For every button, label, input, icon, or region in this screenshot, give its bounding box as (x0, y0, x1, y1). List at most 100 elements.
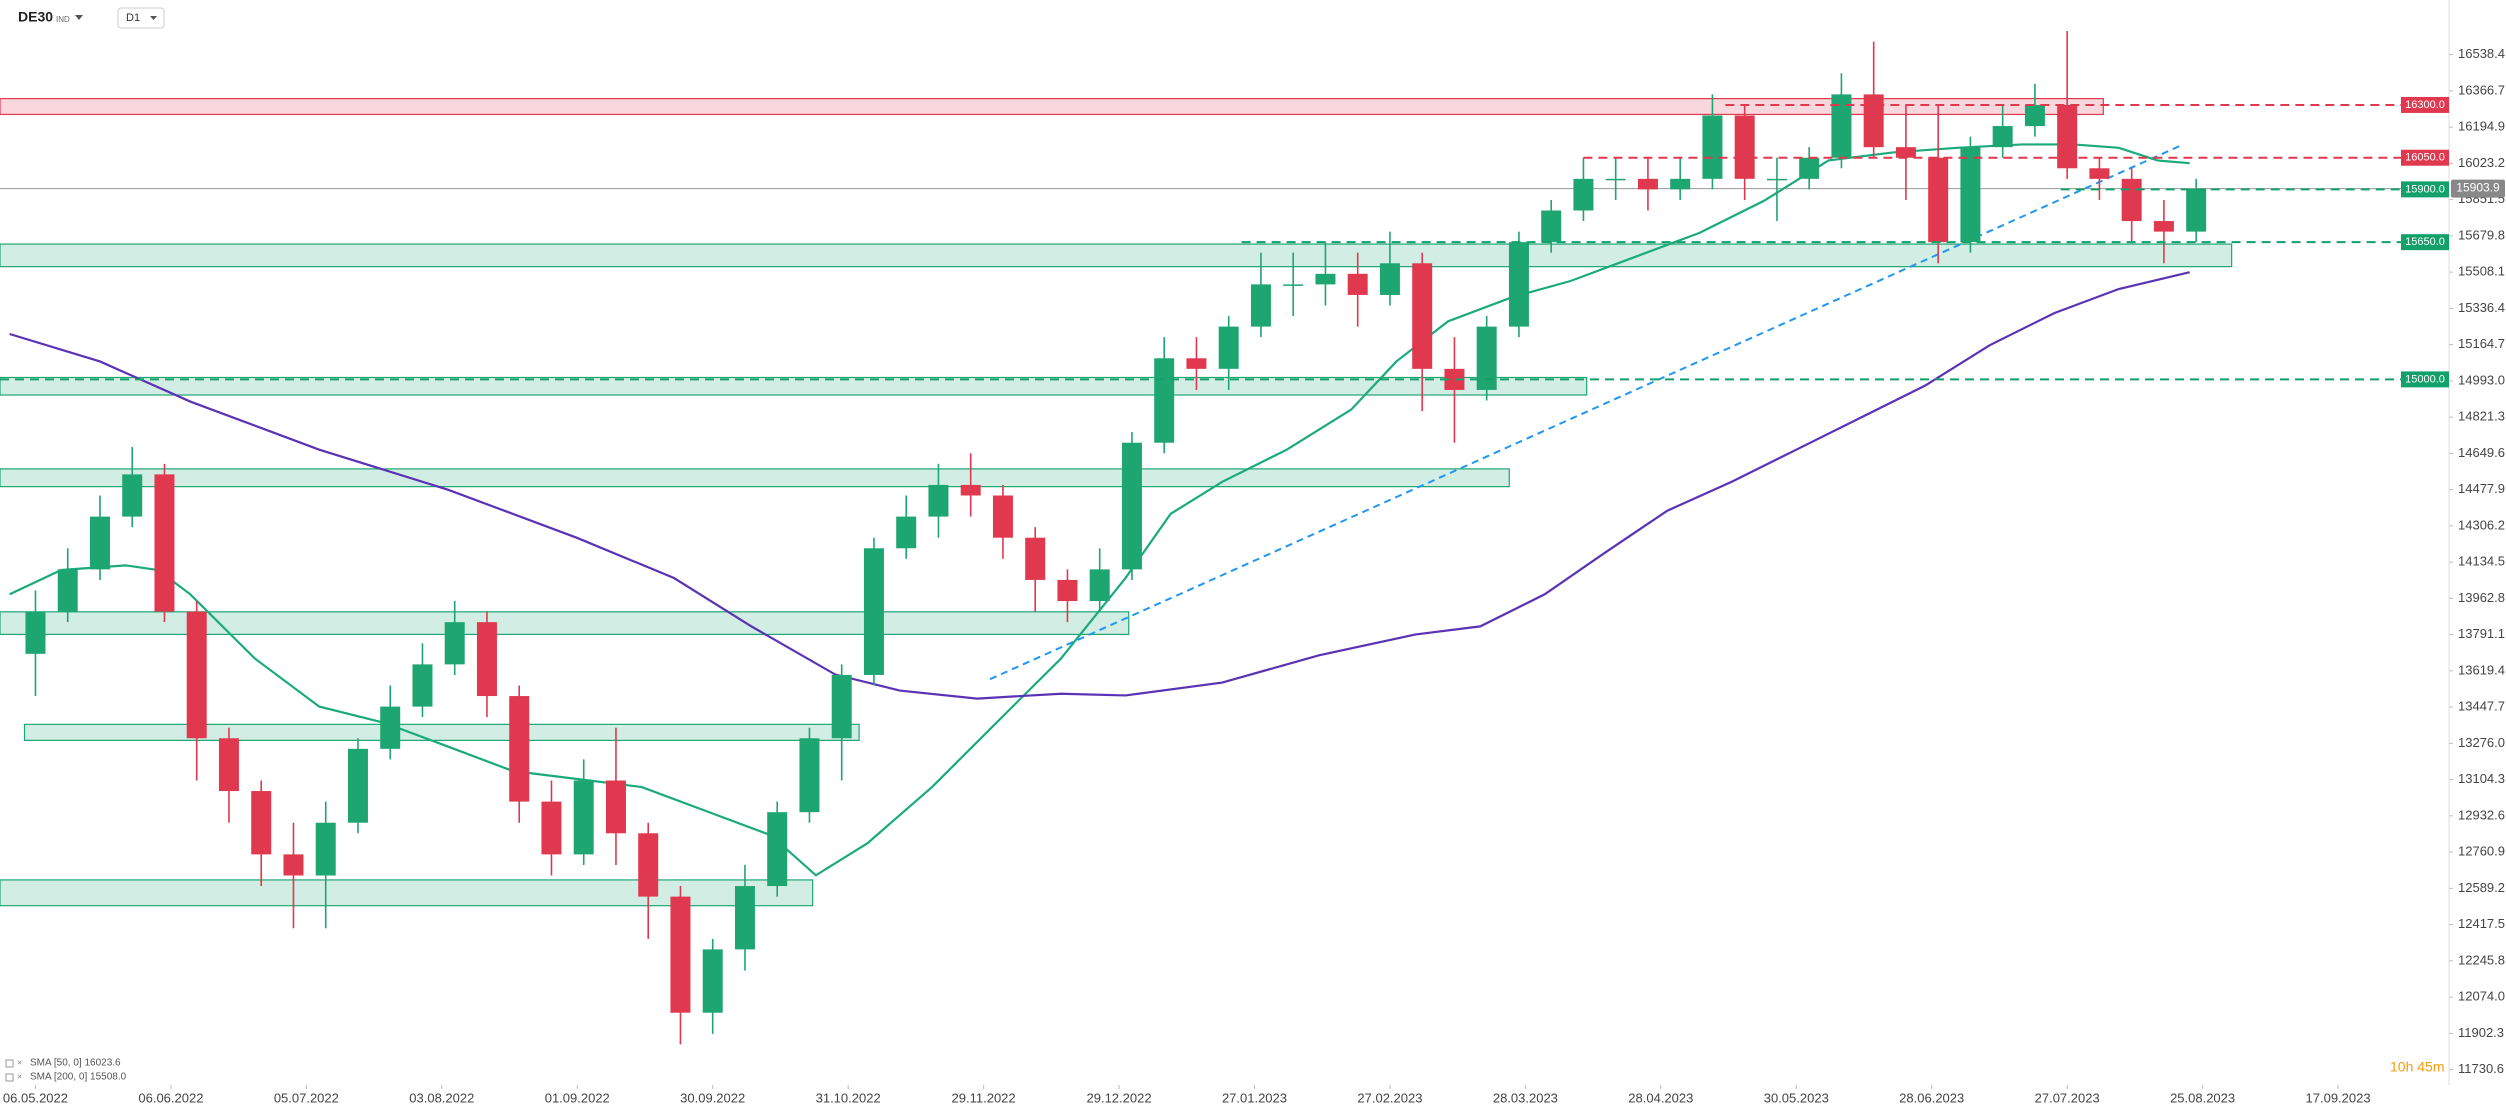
last-price-label: 15903.9 (2456, 181, 2500, 195)
zone (0, 98, 2104, 116)
y-tick-label: 13962.8 (2458, 590, 2505, 605)
level-label: 15000.0 (2405, 373, 2445, 385)
timeframe-dropdown[interactable] (150, 16, 157, 20)
candle-body (2057, 104, 2078, 169)
y-tick-label: 13619.4 (2458, 662, 2505, 677)
candle-body (831, 674, 852, 739)
x-tick-label: 25.08.2023 (2170, 1090, 2235, 1105)
y-tick-label: 14306.2 (2458, 517, 2505, 532)
x-tick-label: 29.12.2022 (1087, 1090, 1152, 1105)
timeframe[interactable]: D1 (126, 12, 140, 24)
y-tick-label: 13791.1 (2458, 626, 2505, 641)
candle-body (1895, 147, 1916, 158)
x-tick-label: 28.03.2023 (1493, 1090, 1558, 1105)
x-tick-label: 27.07.2023 (2035, 1090, 2100, 1105)
level-tag (2401, 149, 2449, 166)
candle-body (218, 738, 239, 792)
zone (23, 723, 860, 741)
zone (0, 611, 1130, 636)
candle-body (670, 896, 691, 1013)
y-tick-label: 13276.0 (2458, 735, 2505, 750)
y-tick-label: 16366.7 (2458, 82, 2505, 97)
candle-body (1121, 442, 1142, 570)
sma-legend-x: × (17, 1071, 22, 1081)
market: IND (56, 15, 70, 24)
sma-legend-icons (5, 1059, 14, 1082)
y-tick-label: 15508.1 (2458, 264, 2505, 279)
y-tick-label: 11902.3 (2458, 1025, 2504, 1040)
y-tick-label: 14477.9 (2458, 481, 2505, 496)
candle-body (1573, 178, 1594, 211)
candle-body (1928, 157, 1949, 243)
candle-body (1025, 537, 1046, 580)
sma-line (9, 271, 2190, 700)
x-tick-label: 28.04.2023 (1628, 1090, 1693, 1105)
candle-body (2024, 104, 2045, 127)
symbol-dropdown[interactable] (75, 15, 83, 20)
candle-body (1637, 178, 1658, 190)
candle-body (541, 801, 562, 855)
symbol[interactable]: DE30 (18, 9, 53, 25)
candle-body (2186, 188, 2207, 232)
candle-body (2089, 168, 2110, 179)
x-tick-label: 31.10.2022 (816, 1090, 881, 1105)
sma-icon[interactable] (5, 1059, 14, 1068)
y-tick-label: 13447.7 (2458, 699, 2505, 714)
level-tag (2401, 96, 2449, 113)
candle-body (960, 484, 981, 496)
x-tick-label: 29.11.2022 (952, 1090, 1016, 1105)
y-tick-label: 12245.8 (2458, 952, 2505, 967)
level-tag (2401, 234, 2449, 251)
y-tick-label: 14993.0 (2458, 372, 2505, 387)
candle-body (186, 611, 207, 739)
candle-body (1412, 263, 1433, 369)
candle-body (928, 484, 949, 517)
level-tag (2401, 181, 2449, 198)
y-tick-label: 12760.9 (2458, 844, 2505, 859)
sma-line (9, 143, 2190, 877)
candle-body (380, 706, 401, 749)
level-label: 16050.0 (2405, 152, 2445, 164)
candle-body (444, 622, 465, 665)
x-tick-label: 27.01.2023 (1222, 1090, 1287, 1105)
candle-body (896, 516, 917, 549)
trendline (989, 143, 2184, 681)
y-tick-label: 12074.0 (2458, 989, 2505, 1004)
candle-body (1960, 147, 1981, 243)
y-tick-label: 16023.2 (2458, 155, 2505, 170)
countdown: 10h 45m (2390, 1059, 2444, 1075)
candle-body (1799, 157, 1820, 179)
x-tick-label: 05.07.2022 (274, 1090, 339, 1105)
candle-body (767, 812, 788, 887)
candle-body (2121, 178, 2142, 222)
x-tick-label: 06.05.2022 (3, 1090, 68, 1105)
y-tick-label: 12932.6 (2458, 807, 2505, 822)
candle-body (412, 664, 433, 707)
x-tick-label: 27.02.2023 (1357, 1090, 1422, 1105)
level-label: 16300.0 (2405, 99, 2445, 111)
y-tick-label: 11730.6 (2458, 1061, 2504, 1076)
candle-body (702, 949, 723, 1013)
y-tick-label: 12417.5 (2458, 916, 2505, 931)
timeframe-box[interactable] (117, 7, 165, 29)
x-tick-label: 06.06.2022 (138, 1090, 203, 1105)
y-tick-label: 14134.5 (2458, 554, 2505, 569)
candle-body (638, 833, 659, 897)
candle-body (122, 474, 143, 517)
y-tick-label: 13104.3 (2458, 771, 2505, 786)
candle-body (476, 622, 497, 697)
candle-body (1379, 263, 1400, 295)
x-tick-label: 01.09.2022 (545, 1090, 610, 1105)
sma-icon[interactable] (5, 1073, 14, 1082)
candle-body (1766, 178, 1787, 181)
y-tick-label: 12589.2 (2458, 880, 2505, 895)
candle-body (347, 748, 368, 823)
candle-body (573, 780, 594, 855)
candle-body (2153, 221, 2174, 232)
candle-body (992, 495, 1013, 538)
candle-body (605, 780, 626, 834)
x-tick-label: 17.09.2023 (2306, 1090, 2371, 1105)
